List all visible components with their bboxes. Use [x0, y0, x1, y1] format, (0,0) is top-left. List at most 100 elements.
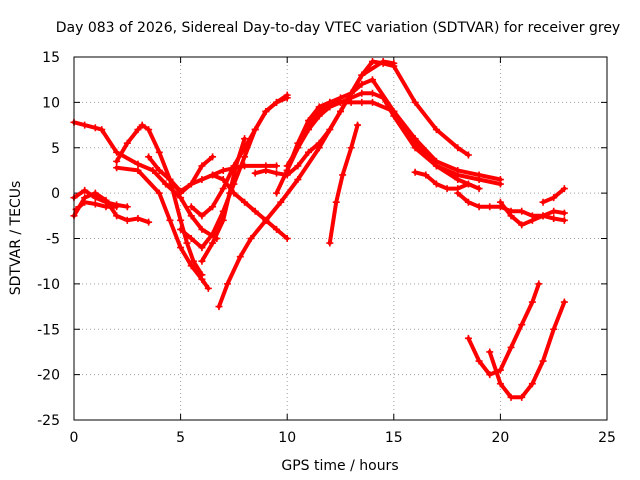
data-point [102, 203, 110, 211]
data-point [464, 198, 472, 206]
series-track-08 [166, 153, 217, 197]
data-point [155, 166, 163, 174]
series-track-01 [70, 118, 221, 242]
data-point [368, 89, 376, 97]
data-point [262, 107, 270, 115]
data-point [496, 198, 504, 206]
data-point [91, 200, 99, 208]
data-point [262, 166, 270, 174]
data-point [251, 169, 259, 177]
data-point [113, 148, 121, 156]
data-point [539, 212, 547, 220]
data-point [198, 244, 206, 252]
x-tick-label: 10 [278, 430, 296, 446]
data-point [332, 198, 340, 206]
data-point [358, 98, 366, 106]
data-point [145, 126, 153, 134]
data-point [390, 62, 398, 70]
series-line [217, 59, 396, 309]
y-tick-label: -15 [37, 322, 60, 338]
data-point [368, 58, 376, 66]
series-track-05 [113, 121, 206, 279]
data-point [475, 176, 483, 184]
data-point [432, 180, 440, 188]
data-point [177, 216, 185, 224]
data-point [123, 216, 131, 224]
data-point [236, 253, 244, 261]
data-point [294, 176, 302, 184]
data-point [113, 203, 121, 211]
series-line [199, 136, 247, 264]
series-track-11 [215, 58, 398, 311]
data-point [230, 180, 238, 188]
data-point [337, 107, 344, 115]
data-point [475, 357, 483, 365]
data-point [145, 218, 153, 226]
data-point [518, 221, 526, 229]
data-point [486, 203, 494, 211]
series-track-20 [454, 189, 568, 220]
series-line [285, 100, 482, 191]
data-point [138, 121, 146, 129]
data-point [464, 180, 472, 188]
y-axis-label: SDTVAR / TECUs [8, 181, 24, 296]
data-point [294, 162, 302, 170]
data-point [294, 139, 302, 147]
data-point [219, 207, 227, 215]
series-line [167, 154, 215, 196]
data-point [486, 348, 494, 356]
data-point [464, 334, 472, 342]
data-point [358, 71, 366, 79]
data-point [219, 166, 227, 174]
data-point [550, 215, 558, 223]
data-point [539, 198, 547, 206]
data-point [432, 126, 440, 134]
data-point [187, 235, 195, 242]
data-point [113, 212, 121, 220]
data-point [134, 126, 142, 134]
data-point [475, 185, 483, 193]
data-point [454, 189, 462, 197]
data-point [232, 162, 240, 170]
series-line [327, 123, 360, 245]
data-point [337, 98, 344, 106]
data-point [411, 139, 419, 147]
series-track-22 [539, 185, 568, 206]
data-point [550, 194, 558, 202]
y-tick-label: -20 [37, 368, 60, 384]
data-point [98, 126, 106, 134]
data-point [486, 371, 494, 379]
data-point [241, 198, 249, 206]
data-point [326, 98, 334, 106]
data-point [177, 225, 185, 233]
data-point [219, 176, 227, 184]
data-point [379, 94, 387, 102]
data-point [496, 366, 504, 374]
data-point [283, 94, 291, 102]
data-point [454, 144, 462, 152]
data-point [518, 321, 526, 329]
data-point [91, 194, 99, 202]
chart-title: Day 083 of 2026, Sidereal Day-to-day VTE… [56, 20, 620, 36]
data-point [422, 171, 430, 179]
data-point [315, 103, 323, 111]
data-point [162, 180, 170, 188]
data-point [123, 203, 131, 211]
data-point [198, 162, 206, 170]
data-point [368, 76, 376, 84]
data-point [81, 186, 89, 194]
x-tick-label: 15 [385, 430, 403, 446]
data-point [305, 117, 313, 125]
data-point [198, 275, 206, 283]
y-tick-label: 15 [42, 50, 60, 66]
data-point [507, 393, 515, 401]
data-point [283, 166, 291, 174]
y-tick-label: -5 [46, 232, 60, 248]
data-point [560, 209, 568, 217]
data-point [528, 216, 536, 224]
data-point [209, 153, 217, 161]
series-track-12 [209, 171, 291, 242]
data-point [277, 198, 285, 206]
y-tick-label: 10 [42, 95, 60, 111]
